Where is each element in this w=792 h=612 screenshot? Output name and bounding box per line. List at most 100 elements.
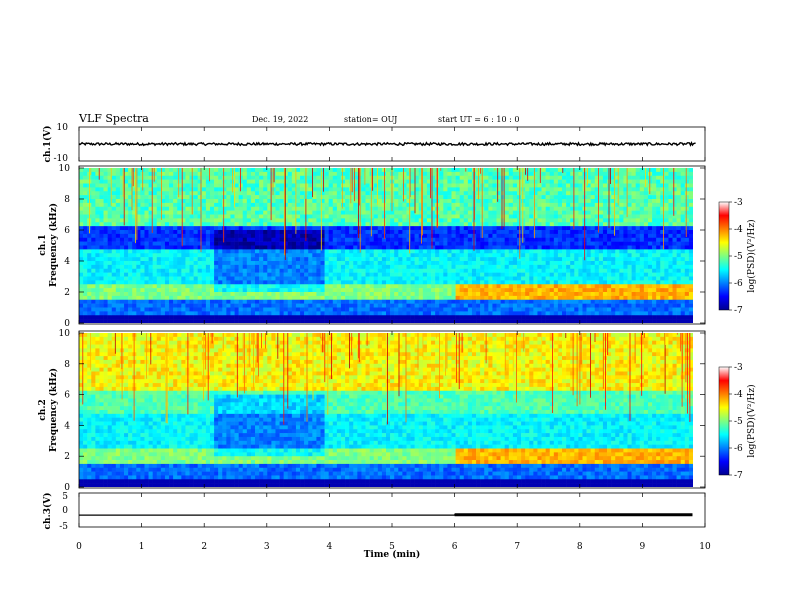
spectrogram-cell bbox=[185, 222, 190, 227]
spectrogram-cell bbox=[111, 183, 117, 188]
spectrogram-cell bbox=[443, 183, 448, 188]
spectrogram-cell bbox=[574, 199, 579, 204]
spectrogram-cell bbox=[156, 187, 162, 192]
spectrogram-cell bbox=[377, 206, 383, 211]
spectrogram-cell bbox=[439, 276, 444, 281]
spectrogram-cell bbox=[300, 253, 305, 258]
spectrogram-cell bbox=[193, 183, 198, 188]
spectrogram-cell bbox=[230, 307, 235, 312]
spectrogram-cell bbox=[463, 202, 469, 208]
spectrogram-cell bbox=[529, 268, 534, 273]
spectrogram-cell bbox=[484, 288, 489, 293]
spectrogram-cell bbox=[414, 272, 420, 277]
spectrogram-cell bbox=[414, 249, 420, 254]
spectrogram-cell bbox=[287, 175, 293, 180]
spectrogram-cell bbox=[193, 202, 198, 208]
spectrogram-cell bbox=[107, 303, 113, 308]
spectrogram-cell bbox=[476, 295, 481, 301]
spectrogram-cell bbox=[557, 241, 563, 246]
spectrogram-cell bbox=[152, 183, 158, 188]
spectrogram-cell bbox=[209, 311, 215, 316]
spectrogram-cell bbox=[496, 191, 501, 196]
spectrogram-cell bbox=[414, 202, 420, 208]
spectrogram-cell bbox=[394, 319, 399, 323]
spectrogram-cell bbox=[275, 280, 280, 285]
spectrogram-cell bbox=[197, 264, 203, 270]
spectrogram-cell bbox=[136, 272, 141, 277]
spectrogram-cell bbox=[238, 280, 244, 285]
spectrogram-cell bbox=[422, 280, 428, 285]
spectrogram-cell bbox=[332, 292, 338, 297]
spectrogram-cell bbox=[103, 241, 108, 246]
spectrogram-cell bbox=[148, 319, 153, 323]
spectrogram-cell bbox=[111, 226, 117, 231]
spectrogram-cell bbox=[422, 241, 428, 246]
spectrogram-cell bbox=[521, 218, 526, 223]
spectrogram-cell bbox=[164, 284, 170, 289]
spectrogram-cell bbox=[156, 253, 162, 258]
spectrogram-cell bbox=[332, 295, 338, 301]
spectrogram-cell bbox=[111, 311, 117, 316]
spectrogram-cell bbox=[418, 307, 424, 312]
spectrogram-cell bbox=[324, 245, 329, 250]
spectrogram-cell bbox=[328, 307, 334, 312]
spectrogram-cell bbox=[316, 288, 321, 293]
spectrogram-cell bbox=[99, 230, 104, 235]
spectrogram-cell bbox=[132, 276, 137, 281]
spectrogram-cell bbox=[259, 199, 264, 204]
spectrogram-cell bbox=[152, 319, 158, 323]
spectrogram-cell bbox=[422, 191, 428, 196]
spectrogram-cell bbox=[406, 183, 411, 188]
spectrogram-cell bbox=[156, 214, 162, 219]
spectrogram-cell bbox=[394, 222, 399, 227]
spectrogram-cell bbox=[402, 187, 407, 192]
spectrogram-cell bbox=[242, 168, 248, 173]
spectrogram-cell bbox=[377, 272, 383, 277]
spectrogram-cell bbox=[189, 280, 194, 285]
spectrogram-cell bbox=[250, 222, 256, 227]
spectrogram-cell bbox=[463, 210, 469, 215]
spectrogram-cell bbox=[214, 272, 219, 277]
spectrogram-cell bbox=[312, 233, 317, 239]
spectrogram-cell bbox=[218, 257, 223, 262]
spectrogram-cell bbox=[504, 206, 510, 211]
spectrogram-cell bbox=[578, 195, 583, 200]
spectrogram-cell bbox=[484, 171, 489, 177]
spectrogram-cell bbox=[480, 276, 485, 281]
spectrogram-cell bbox=[259, 299, 264, 304]
spectrogram-cell bbox=[549, 253, 555, 258]
spectrogram-cell bbox=[459, 183, 465, 188]
spectrogram-cell bbox=[177, 206, 182, 211]
spectrogram-cell bbox=[570, 307, 575, 312]
spectrogram-cell bbox=[500, 272, 505, 277]
spectrogram-cell bbox=[291, 295, 297, 301]
spectrogram-cell bbox=[300, 179, 305, 184]
spectrogram-cell bbox=[83, 218, 88, 223]
spectrogram-cell bbox=[287, 202, 293, 208]
spectrogram-cell bbox=[91, 264, 96, 270]
spectrogram-cell bbox=[447, 249, 452, 254]
spectrogram-cell bbox=[300, 257, 305, 262]
spectrogram-cell bbox=[275, 218, 280, 223]
spectrogram-cell bbox=[205, 272, 211, 277]
spectrogram-cell bbox=[422, 311, 428, 316]
spectrogram-cell bbox=[459, 241, 465, 246]
spectrogram-cell bbox=[152, 199, 158, 204]
spectrogram-cell bbox=[426, 237, 432, 242]
spectrogram-cell bbox=[349, 168, 354, 173]
spectrogram-cell bbox=[582, 276, 587, 281]
spectrogram-cell bbox=[119, 222, 125, 227]
spectrogram-cell bbox=[418, 245, 424, 250]
spectrogram-cell bbox=[459, 245, 465, 250]
spectrogram-cell bbox=[111, 179, 117, 184]
spectrogram-cell bbox=[541, 206, 546, 211]
spectrogram-cell bbox=[160, 237, 166, 242]
spectrogram-cell bbox=[426, 280, 432, 285]
spectrogram-cell bbox=[578, 233, 583, 239]
spectrogram-cell bbox=[496, 237, 501, 242]
spectrogram-cell bbox=[115, 272, 121, 277]
spectrogram-cell bbox=[234, 214, 239, 219]
spectrogram-cell bbox=[492, 295, 497, 301]
spectrogram-cell bbox=[156, 183, 162, 188]
spectrogram-cell bbox=[467, 261, 473, 266]
